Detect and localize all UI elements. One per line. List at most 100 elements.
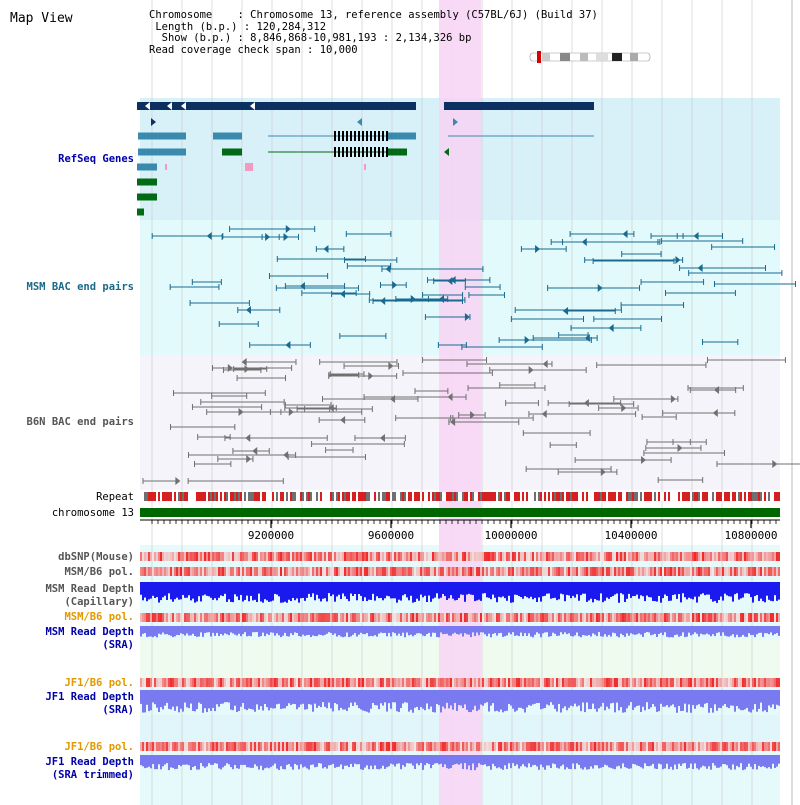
jf1-depth-trim-bar bbox=[320, 755, 322, 764]
msm-depth-sra-bar bbox=[756, 626, 758, 635]
msm-pol2-cell bbox=[666, 613, 668, 622]
jf1-pol2-cell bbox=[638, 742, 640, 751]
jf1-pol2-cell bbox=[512, 742, 514, 751]
repeat-bar bbox=[728, 492, 730, 501]
repeat-bar bbox=[748, 492, 750, 501]
msm-depth-cap-bar bbox=[658, 582, 660, 596]
jf1-depth-trim-bar bbox=[412, 755, 414, 766]
jf1-depth-sra-bar bbox=[346, 690, 348, 712]
msm-depth-sra-bar bbox=[472, 626, 474, 633]
msm-pol-cell bbox=[458, 567, 460, 576]
msm-pol2-cell bbox=[216, 613, 218, 622]
msm-depth-sra-bar bbox=[446, 626, 448, 634]
jf1-depth-trim-bar bbox=[700, 755, 702, 768]
msm-depth-sra-bar bbox=[452, 626, 454, 634]
jf1-pol2-cell bbox=[442, 742, 444, 751]
repeat-bar bbox=[638, 492, 640, 501]
msm-pol2-cell bbox=[708, 613, 710, 622]
msm-pol2-cell bbox=[582, 613, 584, 622]
jf1-pol2-cell bbox=[758, 742, 760, 751]
msm-pol-cell bbox=[600, 567, 602, 576]
repeat-bar bbox=[504, 492, 506, 501]
msm-depth-cap-bar bbox=[624, 582, 626, 602]
dbsnp-cell bbox=[288, 552, 290, 561]
dbsnp-cell bbox=[710, 552, 712, 561]
dbsnp-cell bbox=[770, 552, 772, 561]
jf1-pol2-cell bbox=[756, 742, 758, 751]
jf1-depth-sra-bar bbox=[638, 690, 640, 706]
jf1-depth-trim-bar bbox=[196, 755, 198, 770]
msm-depth-cap-bar bbox=[244, 582, 246, 600]
jf1-depth-sra-bar bbox=[276, 690, 278, 705]
jf1-pol2-cell bbox=[252, 742, 254, 751]
repeat-bar bbox=[404, 492, 406, 501]
jf1-depth-sra-bar bbox=[160, 690, 162, 708]
jf1-depth-sra-bar bbox=[644, 690, 646, 711]
dbsnp-cell bbox=[150, 552, 152, 561]
jf1-depth-trim-bar bbox=[532, 755, 534, 766]
msm-depth-sra-bar bbox=[706, 626, 708, 634]
jf1-pol2-cell bbox=[308, 742, 310, 751]
jf1-pol-cell bbox=[302, 678, 304, 687]
msm-depth-sra-bar bbox=[496, 626, 498, 636]
msm-pol2-cell bbox=[744, 613, 746, 622]
msm-pol2-cell bbox=[400, 613, 402, 622]
jf1-depth-sra-bar bbox=[656, 690, 658, 712]
exon bbox=[346, 147, 348, 157]
msm-depth-sra-bar bbox=[578, 626, 580, 637]
msm-pol2-cell bbox=[486, 613, 488, 622]
msm-pol-cell bbox=[332, 567, 334, 576]
jf1-pol2-cell bbox=[610, 742, 612, 751]
dbsnp-cell bbox=[424, 552, 426, 561]
dbsnp-cell bbox=[444, 552, 446, 561]
msm-pol-cell bbox=[778, 567, 780, 576]
msm-depth-sra-bar bbox=[638, 626, 640, 634]
msm-pol2-cell bbox=[610, 613, 612, 622]
jf1-pol-cell bbox=[616, 678, 618, 687]
track-label-msm-bac[interactable]: MSM BAC end pairs bbox=[26, 281, 134, 293]
dbsnp-cell bbox=[450, 552, 452, 561]
jf1-pol-cell bbox=[778, 678, 780, 687]
jf1-depth-sra-bar bbox=[380, 690, 382, 704]
jf1-depth-trim-bar bbox=[656, 755, 658, 770]
jf1-depth-trim-bar bbox=[754, 755, 756, 765]
jf1-pol2-cell bbox=[590, 742, 592, 751]
jf1-pol-cell bbox=[754, 678, 756, 687]
msm-depth-cap-bar bbox=[154, 582, 156, 598]
msm-depth-sra-bar bbox=[334, 626, 336, 634]
track-label-b6n-bac[interactable]: B6N BAC end pairs bbox=[26, 416, 134, 428]
jf1-depth-sra-bar bbox=[524, 690, 526, 713]
msm-bac-arrow bbox=[450, 276, 456, 284]
repeat-bar bbox=[682, 492, 684, 501]
msm-depth-cap-bar bbox=[684, 582, 686, 598]
msm-pol2-cell bbox=[736, 613, 738, 622]
msm-depth-sra-bar bbox=[716, 626, 718, 633]
msm-depth-cap-bar bbox=[668, 582, 670, 601]
track-label-refseq[interactable]: RefSeq Genes bbox=[58, 153, 134, 165]
msm-pol2-cell bbox=[394, 613, 396, 622]
msm-pol2-cell bbox=[484, 613, 486, 622]
msm-depth-cap-bar bbox=[432, 582, 434, 599]
msm-pol-cell bbox=[146, 567, 148, 576]
msm-depth-sra-bar bbox=[264, 626, 266, 637]
jf1-pol2-cell bbox=[562, 742, 564, 751]
jf1-pol-cell bbox=[700, 678, 702, 687]
msm-depth-sra-bar bbox=[142, 626, 144, 634]
msm-pol2-cell bbox=[204, 613, 206, 622]
jf1-pol2-cell bbox=[194, 742, 196, 751]
refseq-gene-1 bbox=[137, 102, 416, 110]
jf1-depth-trim-bar bbox=[250, 755, 252, 768]
jf1-pol2-cell bbox=[172, 742, 174, 751]
jf1-pol2-cell bbox=[708, 742, 710, 751]
msm-depth-cap-bar bbox=[696, 582, 698, 603]
msm-depth-sra-bar bbox=[242, 626, 244, 635]
jf1-depth-sra-bar bbox=[604, 690, 606, 711]
repeat-bar bbox=[364, 492, 366, 501]
msm-pol2-cell bbox=[192, 613, 194, 622]
msm-bac-arrow bbox=[697, 264, 703, 272]
jf1-pol2-cell bbox=[704, 742, 706, 751]
jf1-depth-trim-bar bbox=[194, 755, 196, 767]
jf1-depth-sra-bar bbox=[158, 690, 160, 712]
jf1-depth-trim-bar bbox=[766, 755, 768, 769]
jf1-pol-cell bbox=[314, 678, 316, 687]
